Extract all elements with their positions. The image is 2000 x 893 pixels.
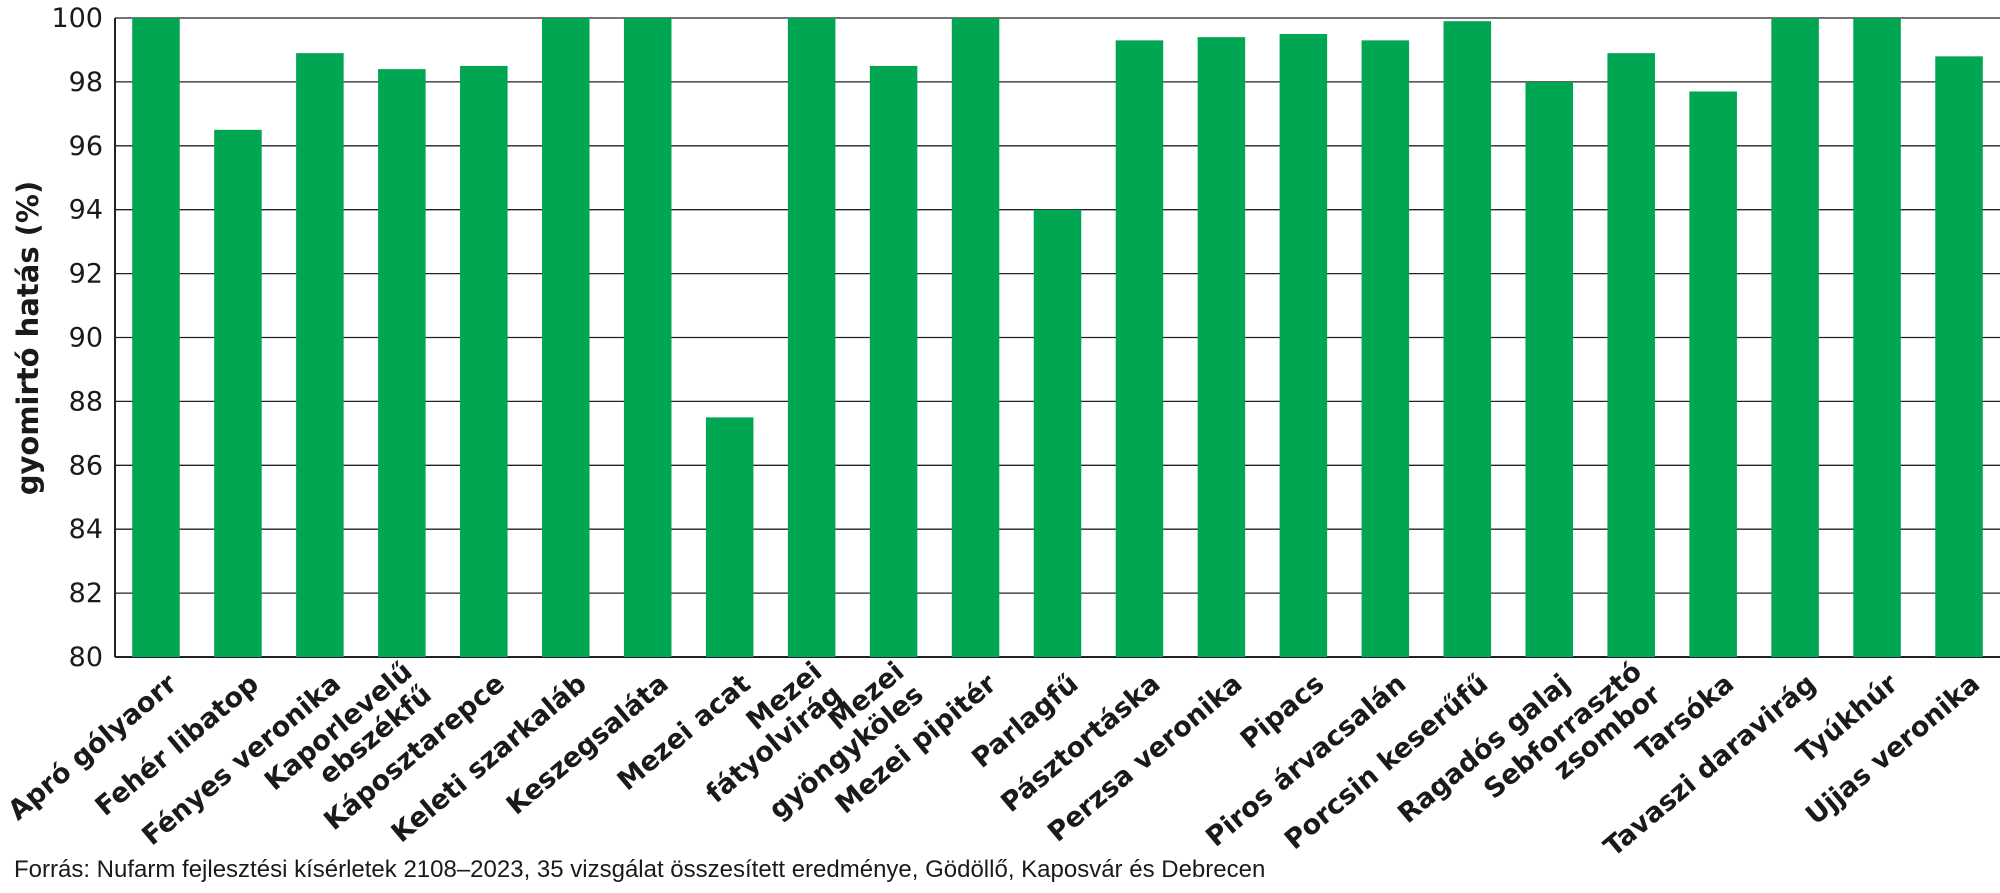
bar [1033, 209, 1082, 657]
y-tick-label: 86 [69, 450, 103, 481]
bar [623, 18, 672, 657]
bar [296, 53, 344, 657]
bar [1443, 21, 1492, 657]
y-tick-label: 94 [69, 195, 103, 226]
bars [132, 18, 1983, 658]
y-tick-label: 96 [69, 131, 103, 162]
y-axis-ticks: 80 82 84 86 88 90 92 94 96 98 100 [51, 3, 103, 673]
bar [787, 18, 836, 657]
bar [1115, 40, 1164, 658]
y-tick-label: 90 [69, 323, 103, 354]
bar [1279, 33, 1328, 658]
y-axis-title: gyomirtó hatás (%) [11, 181, 45, 496]
bar [1197, 37, 1246, 658]
y-tick-label: 80 [69, 642, 103, 673]
bar [869, 65, 918, 658]
y-tick-label: 100 [51, 3, 103, 34]
y-tick-label: 84 [69, 514, 103, 545]
y-tick-label: 92 [69, 259, 103, 290]
bar [214, 129, 262, 657]
y-tick-label: 82 [69, 578, 103, 609]
bar [705, 417, 754, 657]
bar [460, 65, 508, 658]
bar [1935, 56, 1983, 657]
bar [1525, 81, 1574, 657]
y-tick-label: 98 [69, 67, 103, 98]
y-tick-label: 88 [69, 386, 103, 417]
bar [1771, 18, 1819, 657]
source-note: Forrás: Nufarm fejlesztési kísérletek 21… [14, 856, 1266, 883]
bar [541, 18, 590, 657]
bar [378, 69, 426, 658]
bar [132, 18, 180, 657]
bar [1853, 18, 1901, 657]
bar [1607, 53, 1655, 657]
bar [1689, 91, 1737, 658]
bar [1361, 40, 1410, 658]
bar [951, 18, 1000, 657]
